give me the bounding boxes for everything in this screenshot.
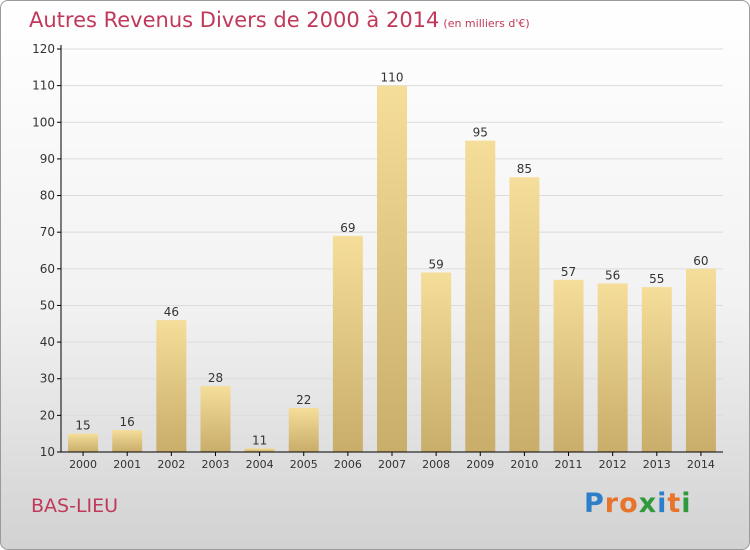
brand-letter: o (619, 488, 639, 519)
bar (112, 430, 143, 452)
bar (156, 320, 187, 452)
bar (288, 408, 319, 452)
y-tick-label: 90 (40, 152, 55, 166)
data-label: 28 (208, 371, 223, 385)
place-name: BAS-LIEU (31, 495, 119, 517)
brand-letter: P (584, 488, 605, 519)
data-label: 16 (120, 415, 135, 429)
y-tick-label: 20 (40, 408, 55, 422)
bar (332, 235, 363, 452)
x-tick-label: 2012 (599, 458, 627, 471)
bars (68, 85, 716, 453)
x-tick-label: 2010 (510, 458, 538, 471)
y-tick-label: 120 (32, 42, 55, 56)
x-tick-label: 2003 (201, 458, 229, 471)
y-tick-label: 70 (40, 225, 55, 239)
x-tick-label: 2000 (69, 458, 97, 471)
bar (200, 386, 231, 452)
data-label: 85 (517, 162, 532, 176)
data-label: 56 (605, 268, 620, 282)
data-label: 60 (693, 254, 708, 268)
x-tick-label: 2004 (246, 458, 274, 471)
bar (244, 448, 275, 452)
x-tick-label: 2008 (422, 458, 450, 471)
x-tick-label: 2005 (290, 458, 318, 471)
bar (465, 140, 496, 452)
axes (57, 45, 723, 456)
bar (597, 283, 628, 452)
bar (68, 433, 99, 452)
data-label: 110 (381, 71, 404, 85)
x-tick-label: 2009 (466, 458, 494, 471)
brand-letter: i (657, 488, 668, 519)
brand-logo: Proxiti (584, 488, 692, 519)
data-label: 69 (340, 221, 355, 235)
x-tick-label: 2013 (643, 458, 671, 471)
brand-letter: i (681, 488, 692, 519)
y-tick-label: 110 (32, 79, 55, 93)
data-label: 57 (561, 265, 576, 279)
x-tick-label: 2006 (334, 458, 362, 471)
data-label: 22 (296, 393, 311, 407)
data-label: 95 (473, 126, 488, 140)
bar (509, 177, 540, 452)
bar (641, 287, 672, 452)
chart-title-text: Autres Revenus Divers de 2000 à 2014 (29, 8, 440, 32)
x-tick-label: 2014 (687, 458, 715, 471)
data-label: 46 (164, 305, 179, 319)
bar (553, 279, 584, 452)
bar (377, 85, 407, 453)
bar (421, 272, 452, 452)
brand-letter: x (638, 488, 658, 519)
y-tick-label: 40 (40, 335, 55, 349)
y-tick-label: 60 (40, 262, 55, 276)
x-tick-label: 2001 (113, 458, 141, 471)
data-label: 59 (428, 257, 443, 271)
brand-letter: t (667, 488, 682, 519)
y-tick-label: 80 (40, 189, 55, 203)
y-tick-label: 10 (40, 445, 55, 459)
x-tick-label: 2007 (378, 458, 406, 471)
chart-subtitle: (en milliers d'€) (443, 17, 530, 30)
brand-letter: r (604, 488, 620, 519)
data-label: 55 (649, 272, 664, 286)
y-tick-label: 30 (40, 372, 55, 386)
labels: 10 20 30 40 50 60 70 80 90 100 110 120 15 2000 16 2001 4… (32, 42, 715, 471)
x-tick-label: 2002 (157, 458, 185, 471)
data-label: 11 (252, 433, 267, 447)
bar (685, 268, 716, 452)
chart-title: Autres Revenus Divers de 2000 à 2014 (en … (29, 8, 530, 32)
data-label: 15 (75, 419, 90, 433)
y-tick-label: 100 (32, 115, 55, 129)
y-tick-label: 50 (40, 298, 55, 312)
x-tick-label: 2011 (555, 458, 583, 471)
